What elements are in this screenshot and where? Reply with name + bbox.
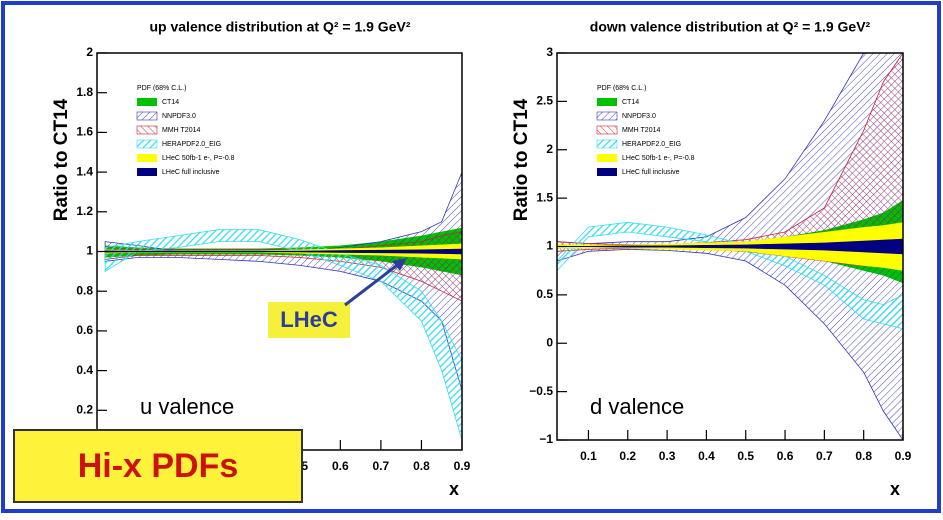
band: [557, 238, 903, 255]
legend-swatch: [136, 111, 158, 121]
y-tick-label: 0.2: [76, 402, 93, 416]
y-tick-label: 1: [86, 244, 93, 258]
legend-label: NNPDF3.0: [622, 113, 656, 120]
legend-label: LHeC 50fb-1 e-, P=-0.8: [622, 155, 695, 162]
x-tick-label: 0.7: [816, 449, 833, 463]
legend-label: LHeC full inclusive: [622, 169, 680, 176]
arrow-head: [392, 258, 407, 271]
x-tick-label: 0.8: [413, 459, 430, 473]
y-tick-label: 3: [546, 45, 553, 59]
legend-swatch: [137, 98, 157, 106]
legend-swatch: [597, 168, 617, 176]
y-tick-label: 0.5: [536, 287, 553, 301]
y-tick-label: 1: [546, 239, 553, 253]
x-tick-label: 0.2: [619, 449, 636, 463]
arrow: [344, 261, 401, 307]
hix-label: Hi-x PDFs: [78, 447, 239, 485]
legend-title: PDF (68% C.L.): [597, 85, 646, 92]
legend-swatch: [596, 139, 618, 149]
x-tick-label: 0.3: [659, 449, 676, 463]
y-axis-label: Ratio to CT14: [51, 98, 72, 221]
y-tick-label: 0.8: [76, 283, 93, 297]
legend-label: MMH T2014: [622, 127, 660, 134]
band: [105, 248, 462, 255]
y-tick-label: 0.4: [76, 363, 93, 377]
y-tick-label: 1.6: [76, 125, 93, 139]
legend-label: HERAPDF2.0_EIG: [622, 141, 681, 148]
chart-title: up valence distribution at Q² = 1.9 GeV²: [149, 19, 410, 35]
legend-swatch: [137, 154, 157, 162]
legend-label: NNPDF3.0: [162, 113, 196, 120]
x-tick-label: 0.6: [332, 459, 349, 473]
x-tick-label: 0.7: [373, 459, 390, 473]
panel-label: u valence: [140, 394, 234, 419]
y-tick-label: −1: [539, 432, 553, 446]
legend-swatch: [136, 125, 158, 135]
callout-label: LHeC: [280, 307, 338, 332]
y-tick-label: 0: [546, 335, 553, 349]
legend-swatch: [596, 125, 618, 135]
legend-label: LHeC full inclusive: [162, 169, 220, 176]
x-tick-label: 0.5: [737, 449, 754, 463]
x-axis-label: x: [449, 479, 459, 499]
chart-title: down valence distribution at Q² = 1.9 Ge…: [590, 19, 871, 35]
legend-swatch: [597, 154, 617, 162]
y-tick-label: 1.5: [536, 190, 553, 204]
y-tick-label: 0.6: [76, 323, 93, 337]
x-axis-label: x: [890, 479, 900, 499]
legend-label: HERAPDF2.0_EIG: [162, 141, 221, 148]
x-tick-label: 0.9: [454, 459, 471, 473]
legend-swatch: [597, 98, 617, 106]
bands: [104, 171, 462, 441]
y-tick-label: 2: [546, 142, 553, 156]
panel-label: d valence: [590, 394, 684, 419]
y-axis-label: Ratio to CT14: [511, 98, 532, 221]
y-tick-label: 2.5: [536, 94, 553, 108]
legend-swatch: [136, 139, 158, 149]
x-tick-label: 0.9: [895, 449, 912, 463]
legend-title: PDF (68% C.L.): [137, 85, 186, 92]
legend-swatch: [596, 111, 618, 121]
legend-label: CT14: [162, 99, 179, 106]
legend-label: CT14: [622, 99, 639, 106]
y-tick-label: 1.4: [76, 164, 93, 178]
bands: [557, 53, 903, 440]
x-tick-label: 0.4: [698, 449, 715, 463]
y-tick-label: −0.5: [529, 384, 553, 398]
y-tick-label: 1.8: [76, 85, 93, 99]
callout-box: [268, 302, 350, 338]
x-tick-label: 0.8: [855, 449, 872, 463]
legend-label: LHeC 50fb-1 e-, P=-0.8: [162, 155, 235, 162]
legend-label: MMH T2014: [162, 127, 200, 134]
legend-swatch: [137, 168, 157, 176]
x-tick-label: 0.6: [777, 449, 794, 463]
y-tick-label: 1.2: [76, 204, 93, 218]
y-tick-label: 2: [86, 45, 93, 59]
x-tick-label: 0.1: [580, 449, 597, 463]
hix-box: [13, 429, 303, 503]
